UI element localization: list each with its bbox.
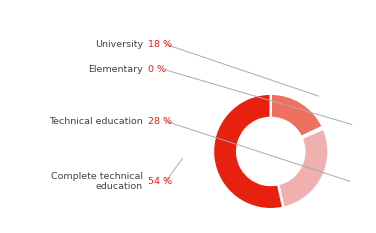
- Text: 18 %: 18 %: [148, 40, 172, 49]
- Text: Complete technical
education: Complete technical education: [51, 172, 143, 192]
- Text: at December 31, 2005: at December 31, 2005: [17, 46, 142, 56]
- Text: 28 %: 28 %: [148, 117, 172, 126]
- Text: 54 %: 54 %: [148, 177, 172, 186]
- Wedge shape: [213, 94, 284, 209]
- Text: Elementary: Elementary: [88, 65, 143, 74]
- Text: Technical education: Technical education: [49, 117, 143, 126]
- Wedge shape: [271, 94, 323, 137]
- Text: 0 %: 0 %: [148, 65, 166, 74]
- Wedge shape: [301, 127, 324, 138]
- Text: Structure of Employees by Education: Structure of Employees by Education: [17, 16, 236, 26]
- Text: University: University: [95, 40, 143, 49]
- Wedge shape: [278, 129, 329, 208]
